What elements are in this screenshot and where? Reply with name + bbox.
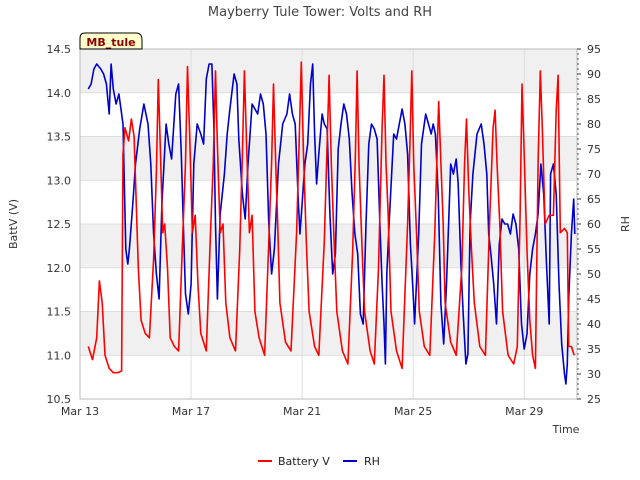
y-right-tick-label: 70 (587, 168, 601, 181)
legend: Battery V RH (258, 455, 380, 468)
station-badge-box (79, 32, 143, 50)
chart-title: Mayberry Tule Tower: Volts and RH (208, 5, 432, 20)
y-axis-right-title: RH (619, 216, 632, 232)
y-right-tick-label: 60 (587, 218, 601, 231)
legend-item-rh[interactable]: RH (343, 455, 380, 468)
y-left-tick-label: 10.5 (47, 393, 72, 406)
legend-label-battery: Battery V (278, 455, 330, 468)
y-axis-left-title: BattV (V) (7, 199, 20, 249)
x-tick-label: Mar 17 (172, 405, 210, 418)
y-left-tick-label: 14.5 (47, 43, 72, 56)
battery-v-line (87, 61, 575, 374)
y-left-tick-label: 14.0 (47, 87, 72, 100)
y-right-tick-label: 55 (587, 243, 601, 256)
y-right-tick-label: 80 (587, 118, 601, 131)
y-right-tick-label: 50 (587, 268, 601, 281)
y-right-tick-label: 95 (587, 43, 601, 56)
y-left-tick-label: 13.0 (47, 174, 72, 187)
y-left-tick-label: 13.5 (47, 131, 72, 144)
y-right-tick-label: 35 (587, 343, 601, 356)
y-right-tick-label: 90 (587, 68, 601, 81)
legend-label-rh: RH (364, 455, 380, 468)
y-left-tick-label: 11.5 (47, 306, 72, 319)
x-axis-title: Time (552, 423, 580, 436)
y-right-tick-label: 40 (587, 318, 601, 331)
plot-band (80, 311, 577, 356)
y-right-tick-label: 75 (587, 143, 601, 156)
legend-item-battery[interactable]: Battery V (258, 455, 330, 468)
station-badge: MB_tule (79, 32, 143, 50)
y-right-tick-label: 30 (587, 368, 601, 381)
x-axis-ticks: Mar 13 Mar 17 Mar 21 Mar 25 Mar 29 (61, 405, 543, 418)
y-right-tick-label: 65 (587, 193, 601, 206)
y-left-tick-label: 11.0 (47, 349, 72, 362)
right-axis-ticks: 25 30 35 40 45 50 55 60 65 70 75 80 85 90 95 (577, 43, 601, 406)
x-tick-label: Mar 25 (394, 405, 432, 418)
x-tick-label: Mar 13 (61, 405, 99, 418)
y-right-tick-label: 25 (587, 393, 601, 406)
y-right-tick-label: 85 (587, 93, 601, 106)
x-tick-label: Mar 21 (283, 405, 321, 418)
series-layer (87, 61, 576, 385)
station-badge-label: MB_tule (86, 36, 135, 49)
y-left-tick-label: 12.0 (47, 262, 72, 275)
x-tick-label: Mar 29 (505, 405, 543, 418)
left-axis-ticks: 10.5 11.0 11.5 12.0 12.5 13.0 13.5 14.0 14.5 (47, 43, 72, 406)
y-left-tick-label: 12.5 (47, 218, 72, 231)
y-right-tick-label: 45 (587, 293, 601, 306)
rh-line (87, 63, 576, 385)
